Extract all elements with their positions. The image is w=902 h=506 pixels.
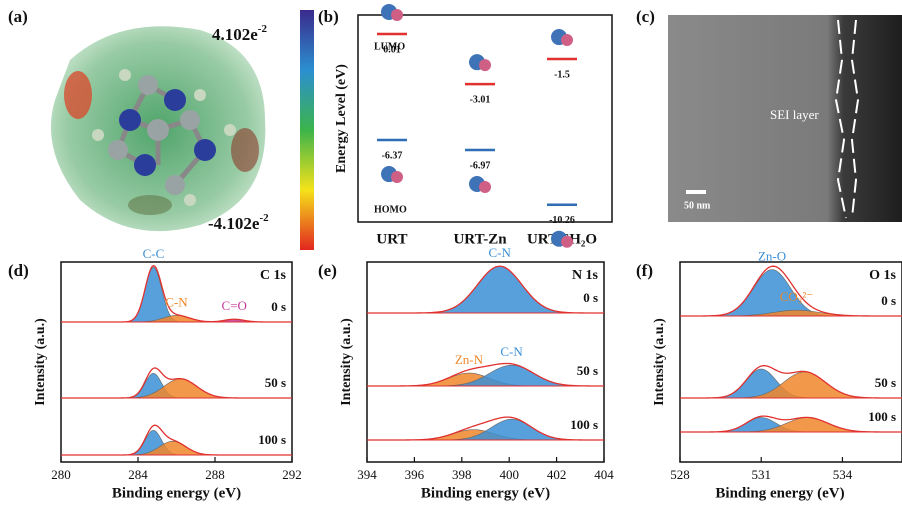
esp-spot xyxy=(128,195,172,215)
x-tick-label: 400 xyxy=(499,467,519,482)
orbital xyxy=(479,59,491,71)
colorbar-min: -4.102e-2 xyxy=(208,212,269,233)
x-tick-label: 396 xyxy=(405,467,425,482)
peak xyxy=(367,365,604,386)
chart-title: N 1s xyxy=(572,268,599,283)
colorbar-max: 4.102e-2 xyxy=(212,23,267,44)
value-label: -1.5 xyxy=(554,69,570,80)
peak xyxy=(367,266,604,313)
y-axis-label: Energy Level (eV) xyxy=(334,64,349,173)
spectrum-label: 100 s xyxy=(570,417,598,432)
x-tick-label: 534 xyxy=(833,467,853,482)
x-tick-label: 398 xyxy=(452,467,472,482)
scale-bar xyxy=(686,190,706,194)
value-label: -6.37 xyxy=(382,150,403,161)
spectrum-label: 50 s xyxy=(875,375,896,390)
orbital xyxy=(561,236,573,248)
value-label: -6.97 xyxy=(470,160,491,171)
x-tick-label: 404 xyxy=(594,467,614,482)
x-tick-label: 284 xyxy=(128,467,148,482)
chart-title: C 1s xyxy=(260,268,287,283)
series-label: LUMO xyxy=(374,41,405,52)
x-tick-label: 280 xyxy=(51,467,71,482)
peak-label: C=O xyxy=(222,298,247,313)
spectrum-label: 100 s xyxy=(258,432,286,447)
spectrum-label: 0 s xyxy=(271,299,286,314)
orbital xyxy=(391,9,403,21)
mantissa: -4.102e xyxy=(208,214,260,233)
orbital xyxy=(391,171,403,183)
esp-spot xyxy=(64,71,92,119)
x-axis-label: Binding energy (eV) xyxy=(421,485,550,501)
esp-map: (a) 4.102e-2 -4.102e-2 xyxy=(8,7,314,250)
panel-label: (a) xyxy=(8,7,28,26)
colorbar xyxy=(300,10,314,250)
spectrum-label: 0 s xyxy=(881,293,896,308)
x-tick-label: 402 xyxy=(547,467,567,482)
x-tick-label: 292 xyxy=(282,467,302,482)
panel-label: (b) xyxy=(318,7,339,26)
peak xyxy=(61,379,292,398)
peak xyxy=(680,372,902,398)
panel-label: (f) xyxy=(636,261,653,280)
x-axis-label: Binding energy (eV) xyxy=(715,485,844,501)
x-tick-label: 394 xyxy=(357,467,377,482)
x-tick-label: 528 xyxy=(670,467,690,482)
spectra xyxy=(367,266,604,440)
panel-label: (c) xyxy=(636,7,655,26)
y-axis-label: Intensity (a.u.) xyxy=(339,318,354,406)
figure: (a) 4.102e-2 -4.102e-2 (c) SEI layer xyxy=(0,0,902,506)
y-axis-label: Intensity (a.u.) xyxy=(652,318,667,406)
spectrum-label: 100 s xyxy=(868,409,896,424)
series-label: HOMO xyxy=(374,204,407,215)
peak-label: Zn-O xyxy=(758,249,786,264)
peak-label: Zn-N xyxy=(455,352,484,367)
x-tick-label: 288 xyxy=(205,467,225,482)
chart-title: O 1s xyxy=(869,268,896,283)
peak-label: CO₃²⁻ xyxy=(780,289,813,304)
value-label: -3.01 xyxy=(470,94,491,105)
peak-label: C-N xyxy=(500,344,523,359)
exponent: -2 xyxy=(258,23,268,35)
scale-bar-label: 50 nm xyxy=(684,200,711,211)
spectrum-label: 50 s xyxy=(265,375,286,390)
value-label: -10.26 xyxy=(549,215,575,226)
panel-label: (e) xyxy=(318,261,337,280)
peak-label: C-N xyxy=(489,245,512,260)
mantissa: 4.102e xyxy=(212,25,258,44)
spectrum-label: 0 s xyxy=(583,290,598,305)
orbital xyxy=(479,181,491,193)
x-tick-label: 531 xyxy=(751,467,771,482)
esp-spot xyxy=(231,128,259,172)
panel-label: (d) xyxy=(8,261,29,280)
tem-image: (c) SEI layer 50 nm xyxy=(636,7,902,222)
peak-label: C-N xyxy=(165,294,188,309)
peak-label: C-C xyxy=(143,246,165,261)
sei-label: SEI layer xyxy=(770,107,819,122)
x-tick-label: URT xyxy=(376,231,407,247)
x-axis-label: Binding energy (eV) xyxy=(112,485,241,501)
orbital xyxy=(561,34,573,46)
exponent: -2 xyxy=(259,212,269,224)
peak xyxy=(61,315,292,322)
spectrum-label: 50 s xyxy=(577,363,598,378)
y-axis-label: Intensity (a.u.) xyxy=(33,318,48,406)
